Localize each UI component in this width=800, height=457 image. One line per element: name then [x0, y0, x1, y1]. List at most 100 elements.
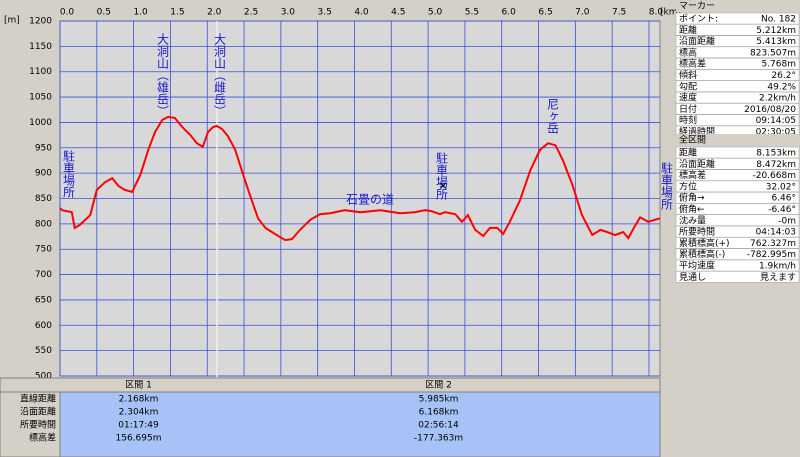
panel-value: -0m: [778, 216, 796, 226]
panel-label: 俯角→: [679, 192, 705, 204]
panel-row-bg: [675, 259, 800, 272]
x-tick-label: 2.0: [207, 8, 222, 18]
panel-label: 平均速度: [679, 260, 715, 272]
table-header-bg: [0, 377, 661, 393]
panel-label: 沿面距離: [679, 158, 715, 170]
y-tick-label: 850: [35, 194, 52, 204]
panel-row-bg: [675, 114, 800, 126]
table-header: 区間 2: [425, 380, 452, 391]
x-tick-label: 7.5: [612, 8, 626, 18]
table-cell: 02:56:14: [418, 421, 459, 431]
annotation: 石畳の道: [346, 193, 394, 207]
panel-value: 04:14:03: [756, 228, 796, 238]
x-tick-label: 3.0: [281, 8, 296, 18]
panel-row-bg: [675, 248, 800, 260]
x-tick-label: 0.5: [97, 8, 111, 18]
y-tick-label: 550: [35, 346, 52, 356]
x-axis-label: [km]: [660, 8, 681, 18]
annotation: 大洞山（雄岳）: [156, 33, 170, 117]
table-cell: 01:17:49: [118, 421, 159, 431]
section-table: 区間 1 区間 2 直線距離 2.168km 5.985km 沿面距離 2.304km 6.1…: [0, 377, 661, 457]
panel-value: -6.46°: [768, 205, 796, 215]
x-tick-label: 4.5: [391, 8, 405, 18]
panel-label: 標高差: [679, 58, 706, 70]
y-tick-label: 700: [35, 270, 52, 280]
panel-row-bg: [675, 237, 800, 249]
annotation: 駐車場所: [435, 151, 449, 200]
panel-label: 沿面距離: [679, 35, 715, 47]
y-axis-label: [m]: [4, 16, 20, 26]
x-tick-label: 5.5: [465, 8, 479, 18]
x-tick-label: 1.5: [170, 8, 184, 18]
panel-row-bg: [675, 158, 800, 170]
panel-value: 2.2km/h: [759, 94, 796, 104]
panel-value: 26.2°: [771, 71, 796, 81]
panel-title: 全区間: [679, 134, 706, 146]
panel-row-bg: [675, 46, 800, 59]
row-label: 沿面距離: [20, 406, 56, 418]
row-label: 直線距離: [20, 393, 56, 405]
panel-row-bg: [675, 69, 800, 81]
panel-label: 俯角←: [679, 203, 705, 215]
x-tick-label: 3.5: [318, 8, 332, 18]
panel-label: ポイント:: [679, 14, 718, 25]
panel-label: 見通し: [679, 272, 706, 283]
table-label-bg: [0, 391, 61, 457]
panel-value: 32.02°: [766, 182, 796, 192]
panel-header-bg: [676, 134, 799, 146]
panel-row-bg: [675, 24, 800, 36]
x-tick-label: 7.0: [575, 8, 590, 18]
panel-row-bg: [675, 91, 800, 104]
panel-label: 傾斜: [679, 69, 697, 81]
panel-value: 09:14:05: [756, 116, 796, 126]
x-tick-label: 8.0: [649, 8, 664, 18]
panel-value: 8.472km: [756, 160, 796, 170]
panel-label: 沈み量: [679, 214, 706, 226]
table-header: 区間 1: [125, 380, 152, 391]
x-tick-label: 6.5: [538, 8, 552, 18]
panel-value: 5.768m: [761, 60, 796, 70]
panel-row-bg: [675, 169, 800, 181]
y-tick-label: 800: [35, 219, 52, 229]
panel-value: 8.153km: [756, 149, 796, 159]
panel-value: 762.327m: [750, 239, 796, 249]
panel-value: 6.46°: [771, 194, 796, 204]
table-cell: 2.168km: [119, 395, 159, 405]
panel-value: -20.668m: [752, 171, 796, 181]
x-tick-label: 4.0: [354, 8, 369, 18]
panel-value: 2016/08/20: [744, 105, 796, 115]
x-tick-label: 2.5: [244, 8, 258, 18]
annotation: 駐車場所: [660, 161, 674, 210]
table-cell: 6.168km: [419, 408, 459, 418]
table-cell: -177.363m: [414, 434, 463, 444]
panel-label: 累積標高(-): [679, 248, 725, 260]
y-tick-label: 900: [35, 169, 52, 179]
x-tick-label: 0.0: [60, 8, 75, 18]
table-body-bg: [59, 391, 661, 457]
y-tick-label: 600: [35, 321, 52, 331]
y-tick-label: 1100: [29, 67, 52, 77]
x-tick-label: 1.0: [133, 8, 148, 18]
panel-label: 勾配: [679, 80, 697, 92]
panel-row-bg: [675, 57, 800, 70]
y-tick-label: 500: [35, 372, 52, 382]
panel-row-bg: [675, 203, 800, 215]
table-cell: 5.985km: [419, 395, 459, 405]
y-tick-label: 1050: [29, 93, 52, 103]
panel-row-bg: [675, 146, 800, 159]
panel-row-bg: [675, 191, 800, 204]
panel-value: 02:30:05: [756, 128, 796, 138]
x-tick-label: 6.0: [502, 8, 517, 18]
panel-row-bg: [675, 12, 800, 25]
panel-label: 距離: [679, 147, 697, 159]
panel-value: 49.2%: [767, 82, 796, 92]
panel-row-bg: [675, 103, 800, 115]
panel-row-bg: [675, 35, 800, 47]
table-cell: 156.695m: [116, 434, 162, 444]
panel-value: No. 182: [761, 15, 796, 25]
panel-row-bg: [675, 180, 800, 193]
